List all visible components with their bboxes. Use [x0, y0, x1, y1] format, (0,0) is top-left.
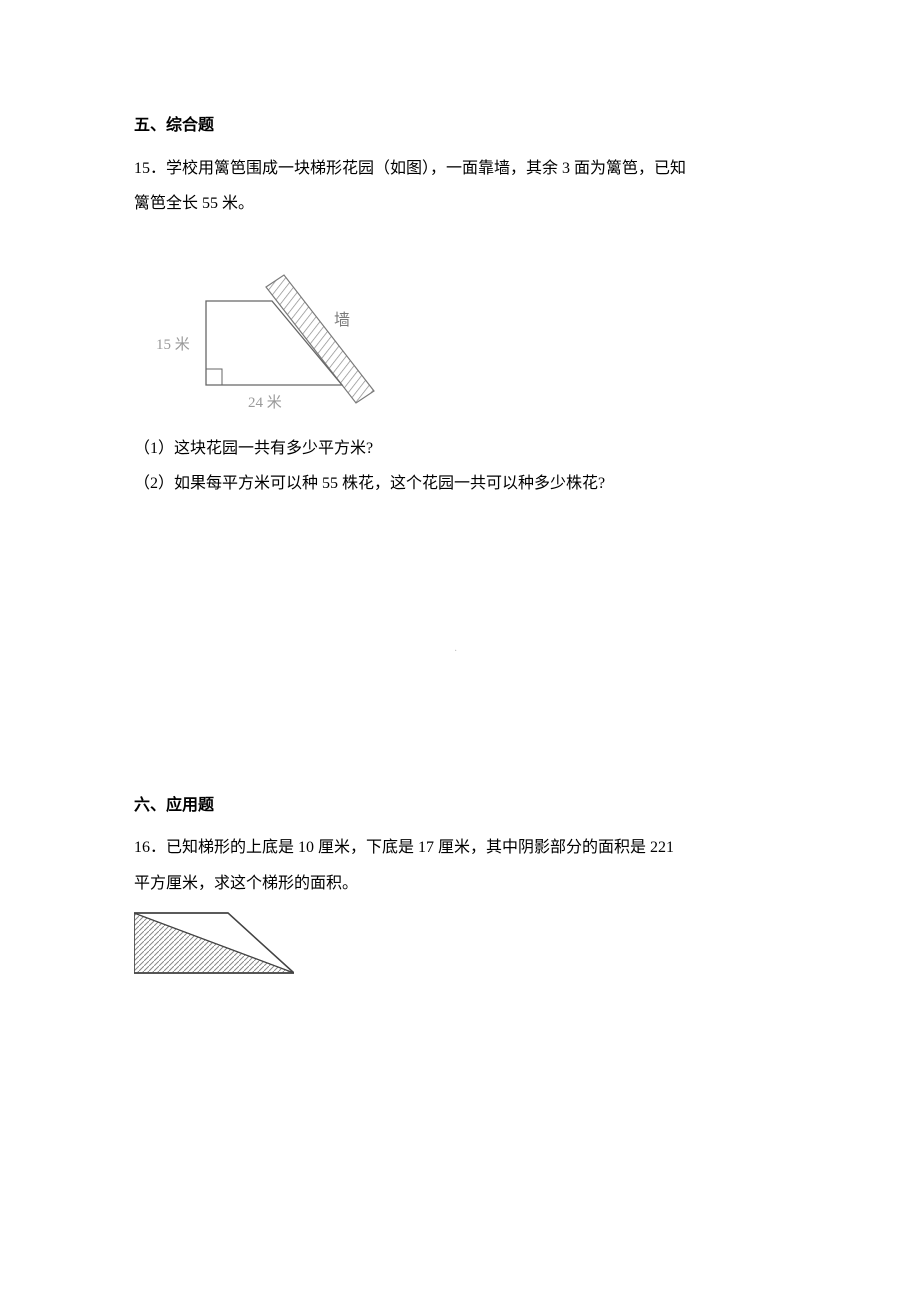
center-marker: ·	[454, 646, 457, 657]
q16-prompt-1: 已知梯形的上底是 10 厘米，下底是 17 厘米，其中阴影部分的面积是 221	[166, 839, 674, 856]
q15-svg: 15 米 24 米 墙	[148, 239, 408, 417]
q15-number: 15．	[134, 160, 166, 177]
q16-line2: 平方厘米，求这个梯形的面积。	[134, 866, 786, 901]
bottom-dim-label: 24 米	[248, 394, 282, 411]
section-5-heading: 五、综合题	[134, 112, 786, 141]
q16-svg	[134, 911, 294, 975]
q15-sub1: （1）这块花园一共有多少平方米?	[134, 431, 786, 466]
q16-line1: 16．已知梯形的上底是 10 厘米，下底是 17 厘米，其中阴影部分的面积是 2…	[134, 830, 786, 865]
wall-label: 墙	[334, 311, 350, 329]
section-6-heading: 六、应用题	[134, 792, 786, 821]
q15-line2: 篱笆全长 55 米。	[134, 186, 786, 221]
q15-figure: 15 米 24 米 墙	[148, 239, 408, 417]
q15-prompt-1: 学校用篱笆围成一块梯形花园（如图），一面靠墙，其余 3 面为篱笆，已知	[166, 160, 686, 177]
q15-line1: 15．学校用篱笆围成一块梯形花园（如图），一面靠墙，其余 3 面为篱笆，已知	[134, 151, 786, 186]
left-dim-label: 15 米	[156, 336, 190, 353]
blank-space	[134, 502, 786, 792]
q16-number: 16．	[134, 839, 166, 856]
q15-sub2: （2）如果每平方米可以种 55 株花，这个花园一共可以种多少株花?	[134, 466, 786, 501]
q16-figure	[134, 911, 294, 975]
